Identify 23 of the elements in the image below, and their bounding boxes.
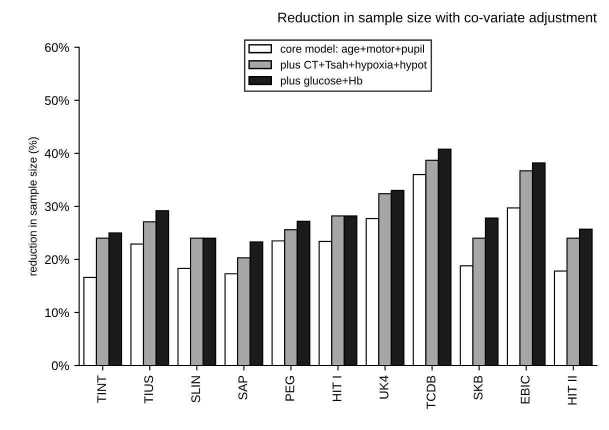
y-tick-label: 60% (45, 43, 70, 52)
legend-label: plus glucose+Hb (280, 76, 362, 87)
x-tick-label: SLIN (191, 376, 200, 402)
y-tick-label: 10% (45, 308, 70, 318)
legend-label: plus CT+Tsah+hypoxia+hypot (280, 60, 427, 71)
chart-title: Reduction in sample size with co-variate adjustment (278, 12, 597, 26)
x-tick-label: TCDB (426, 376, 436, 409)
y-tick-label: 20% (45, 255, 70, 264)
x-tick-label: HIT II (568, 376, 577, 405)
x-tick-label: EBIC (520, 376, 530, 404)
legend-label: core model: age+motor+pupil (280, 44, 424, 55)
x-tick-label: TINT (97, 376, 106, 403)
y-tick-label: 0% (52, 361, 70, 370)
y-tick-label: 40% (44, 149, 70, 158)
y-axis-title: reduction in sample size (%) (28, 137, 39, 276)
x-tick-label: SKB (474, 376, 483, 400)
x-tick-label: HIT I (332, 376, 342, 402)
y-tick-label: 30% (44, 202, 70, 212)
x-tick-label: TIUS (144, 376, 154, 404)
x-tick-label: PEG (285, 376, 294, 401)
x-tick-label: SAP (238, 376, 248, 400)
x-tick-label: UK4 (380, 376, 388, 399)
y-tick-label: 50% (44, 96, 70, 105)
